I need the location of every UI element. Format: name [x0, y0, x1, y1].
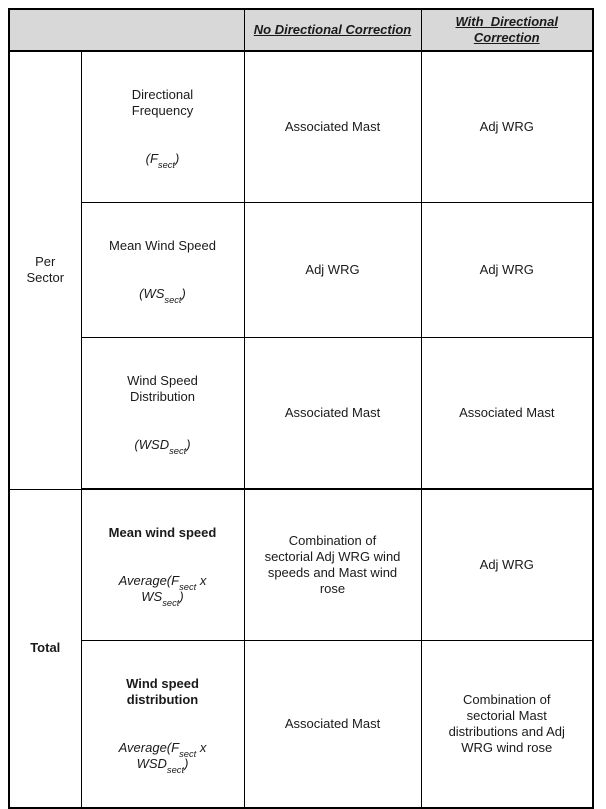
metric-formula: (WSDsect) — [134, 437, 191, 457]
metric-name: Mean Wind Speed — [109, 238, 216, 253]
metric-cell-total-mean-wind-speed: Mean wind speed Average(Fsect x WSsect) — [80, 488, 245, 641]
header-with-directional-correction: With Directional Correction — [420, 8, 594, 52]
row-group-per-sector-label: Per Sector — [26, 254, 65, 286]
row-group-total: Total — [8, 488, 82, 809]
cell-directional-frequency-no-correction: Associated Mast — [243, 50, 422, 203]
metric-formula: (Fsect) — [145, 151, 180, 171]
table-row-wind-speed-distribution-sector: Wind Speed Distribution (WSDsect) Associ… — [9, 337, 594, 490]
metric-name: Wind Speed Distribution — [127, 373, 198, 404]
metric-name: Directional Frequency — [131, 87, 194, 118]
header-corner-cell — [8, 8, 245, 52]
header-no-directional-correction: No Directional Correction — [243, 8, 422, 52]
metric-formula: (WSsect) — [139, 286, 186, 306]
table-row-mean-wind-speed-sector: Mean Wind Speed (WSsect) Adj WRG Adj WRG — [9, 202, 594, 338]
cell-total-wind-speed-distribution-no-correction: Associated Mast — [243, 640, 422, 809]
metric-name: Mean wind speed — [108, 525, 217, 540]
header-row: No Directional Correction With Direction… — [8, 8, 594, 52]
table-row-total-mean-wind-speed: Total Mean wind speed Average(Fsect x WS… — [8, 488, 594, 809]
correction-methods-table: No Directional Correction With Direction… — [8, 8, 594, 809]
row-group-per-sector: Per Sector — [8, 50, 82, 490]
header-no-directional-correction-label: No Directional Correction — [253, 22, 412, 37]
table-row-total-wind-speed-distribution: Wind speed distribution Average(Fsect x … — [9, 640, 594, 809]
cell-total-wind-speed-distribution-with-correction: Combination of sectorial Mast distributi… — [420, 640, 594, 809]
metric-formula: Average(Fsect x WSsect) — [118, 573, 207, 609]
table-row-directional-frequency: Per Sector Directional Frequency (Fsect)… — [8, 50, 594, 490]
metric-name: Wind speed distribution — [126, 676, 199, 707]
cell-directional-frequency-with-correction: Adj WRG — [420, 50, 594, 203]
metric-cell-wind-speed-distribution: Wind Speed Distribution (WSDsect) — [80, 337, 245, 490]
metric-cell-directional-frequency: Directional Frequency (Fsect) — [80, 50, 245, 203]
cell-wind-speed-distribution-with-correction: Associated Mast — [420, 337, 594, 490]
row-group-total-label: Total — [30, 640, 61, 656]
cell-total-mean-wind-speed-with-correction: Adj WRG — [420, 488, 594, 641]
cell-wind-speed-distribution-no-correction: Associated Mast — [243, 337, 422, 490]
metric-formula: Average(Fsect x WSDsect) — [118, 740, 207, 776]
cell-mean-wind-speed-no-correction: Adj WRG — [243, 202, 422, 338]
cell-total-mean-wind-speed-no-correction: Combination of sectorial Adj WRG wind sp… — [243, 488, 422, 641]
metric-cell-total-wind-speed-distribution: Wind speed distribution Average(Fsect x … — [80, 640, 245, 809]
cell-mean-wind-speed-with-correction: Adj WRG — [420, 202, 594, 338]
header-with-directional-correction-label: With Directional Correction — [455, 14, 558, 45]
metric-cell-mean-wind-speed: Mean Wind Speed (WSsect) — [80, 202, 245, 338]
